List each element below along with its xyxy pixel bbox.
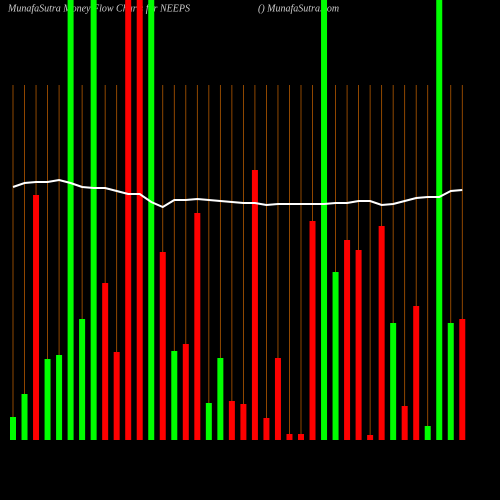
chart-title: MunafaSutra Money Flow Charts for NEEPS	[7, 3, 190, 14]
bar	[413, 306, 420, 440]
bar	[286, 434, 293, 440]
bar	[344, 240, 351, 440]
bar	[390, 323, 397, 440]
bar	[136, 0, 143, 440]
chart-subtitle: () MunafaSutra.com	[258, 3, 339, 14]
line	[12, 178, 463, 209]
bar	[194, 213, 201, 440]
bar	[447, 323, 454, 440]
bar	[251, 170, 258, 440]
bar	[79, 319, 86, 440]
bar	[240, 404, 247, 440]
bar	[309, 221, 316, 440]
bar	[321, 0, 328, 440]
bar	[298, 434, 304, 440]
bar	[401, 406, 408, 440]
bar	[125, 0, 132, 440]
bar	[10, 417, 16, 440]
bar	[378, 226, 385, 440]
bar	[159, 252, 166, 440]
bar	[228, 401, 235, 440]
bar	[102, 283, 109, 440]
bar	[263, 418, 270, 440]
bar	[367, 435, 374, 440]
bar	[113, 352, 120, 440]
bar	[56, 355, 63, 440]
bar	[424, 426, 431, 440]
bar	[33, 195, 40, 440]
bar	[148, 0, 155, 440]
bar	[355, 250, 362, 440]
bar	[182, 344, 189, 440]
bar	[217, 358, 224, 440]
bar	[44, 359, 51, 440]
bar	[332, 272, 339, 440]
bar	[67, 0, 74, 440]
bar	[459, 319, 466, 440]
bar	[205, 403, 212, 440]
bar	[274, 358, 281, 440]
bar	[21, 394, 28, 440]
bar	[436, 0, 443, 440]
bar	[171, 351, 178, 440]
bar	[90, 0, 97, 440]
